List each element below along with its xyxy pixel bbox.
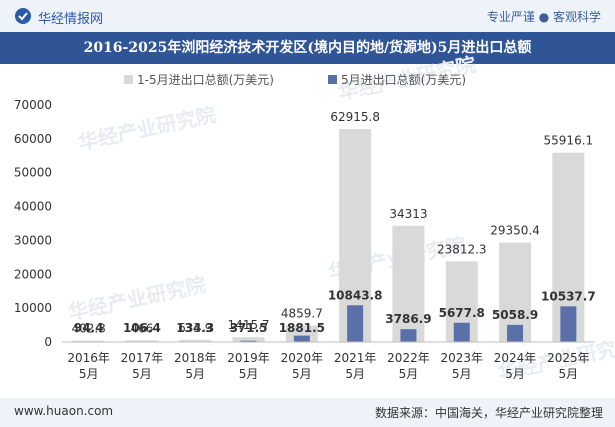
bar-may bbox=[400, 329, 417, 342]
data-label-may: 5677.8 bbox=[439, 306, 485, 320]
x-tick-label-month: 5月 bbox=[239, 367, 259, 381]
data-label-may: 3786.9 bbox=[385, 312, 431, 326]
y-tick-label: 60000 bbox=[14, 132, 52, 146]
x-tick-label-month: 5月 bbox=[505, 367, 525, 381]
data-label-total: 62915.8 bbox=[330, 110, 380, 124]
x-tick-label-month: 5月 bbox=[559, 367, 579, 381]
watermark-text: 华经产业研究院 bbox=[76, 102, 218, 155]
data-source: 数据来源：中国海关，华经产业研究院整理 bbox=[374, 406, 603, 420]
data-label-total: 55916.1 bbox=[544, 134, 594, 148]
bar-total bbox=[392, 225, 425, 342]
x-tick-label-month: 5月 bbox=[132, 367, 152, 381]
x-tick-label-year: 2022年 bbox=[387, 351, 430, 365]
y-tick-label: 20000 bbox=[14, 267, 52, 281]
x-tick-label-month: 5月 bbox=[185, 367, 205, 381]
tagline: 专业严谨 ● 客观科学 bbox=[486, 10, 601, 24]
data-label-total: 1415.7 bbox=[228, 318, 270, 332]
x-tick-label-month: 5月 bbox=[452, 367, 472, 381]
bar-may bbox=[240, 340, 257, 342]
data-label-total: 402.3 bbox=[71, 322, 105, 336]
bar-total bbox=[125, 340, 158, 342]
brand-name: 华经情报网 bbox=[38, 12, 104, 27]
website-link[interactable]: www.huaon.com bbox=[14, 404, 114, 418]
data-label-may: 94.4 bbox=[74, 321, 104, 335]
watermark-text: 华经产业研究院 bbox=[66, 272, 208, 325]
x-tick-label-year: 2018年 bbox=[174, 351, 217, 365]
data-label-may: 1881.5 bbox=[279, 321, 325, 335]
x-tick-label-year: 2021年 bbox=[334, 351, 377, 365]
data-label-may: 5058.9 bbox=[492, 308, 538, 322]
brand-logo-icon bbox=[15, 8, 31, 24]
legend-label-may: 5月进出口总额(万美元) bbox=[341, 73, 466, 87]
bar-total bbox=[72, 340, 105, 342]
y-axis: 0 10000 20000 30000 40000 50000 60000 70000 bbox=[14, 98, 52, 349]
y-tick-label: 70000 bbox=[14, 98, 52, 112]
bar-may bbox=[453, 322, 470, 342]
bar-may bbox=[293, 335, 310, 342]
bar-may bbox=[560, 306, 577, 342]
x-tick-label-year: 2025年 bbox=[547, 351, 590, 365]
x-tick-label-year: 2017年 bbox=[121, 351, 164, 365]
legend-swatch-total bbox=[124, 75, 133, 84]
data-label-may: 371.5 bbox=[230, 321, 268, 335]
bar-total bbox=[179, 339, 212, 342]
x-tick-label-year: 2020年 bbox=[281, 351, 324, 365]
x-tick-label-month: 5月 bbox=[79, 367, 99, 381]
data-label-total: 466 bbox=[130, 321, 153, 335]
chart-legend: 1-5月进出口总额(万美元) 5月进出口总额(万美元) bbox=[124, 73, 466, 87]
data-label-total: 29350.4 bbox=[490, 224, 540, 238]
bars-layer bbox=[72, 128, 585, 342]
bar-total bbox=[232, 337, 265, 342]
legend-swatch-may bbox=[328, 75, 337, 84]
title-bar: 2016-2025年浏阳经济技术开发区(境内目的地/货源地)5月进出口总额 bbox=[0, 32, 615, 64]
y-tick-label: 50000 bbox=[14, 166, 52, 180]
data-label-total: 23812.3 bbox=[437, 242, 487, 256]
bar-may bbox=[347, 305, 364, 342]
data-label-may: 10537.7 bbox=[541, 289, 596, 303]
x-tick-label-year: 2024年 bbox=[494, 351, 537, 365]
legend-label-total: 1-5月进出口总额(万美元) bbox=[137, 73, 274, 87]
data-label-total: 4859.7 bbox=[281, 307, 323, 321]
data-label-may: 106.4 bbox=[123, 321, 161, 335]
x-tick-label-month: 5月 bbox=[399, 367, 419, 381]
data-label-may: 134.3 bbox=[176, 321, 214, 335]
y-tick-label: 0 bbox=[44, 335, 52, 349]
bar-may bbox=[507, 324, 524, 342]
data-label-total: 34313 bbox=[389, 207, 427, 221]
data-label-total: 633.9 bbox=[178, 321, 212, 335]
chart-title: 2016-2025年浏阳经济技术开发区(境内目的地/货源地)5月进出口总额 bbox=[83, 40, 532, 56]
x-tick-label-year: 2023年 bbox=[440, 351, 483, 365]
y-tick-label: 30000 bbox=[14, 233, 52, 247]
y-tick-label: 40000 bbox=[14, 200, 52, 214]
y-tick-label: 10000 bbox=[14, 301, 52, 315]
x-tick-label-year: 2016年 bbox=[67, 351, 110, 365]
top-bar: 华经情报网 专业严谨 ● 客观科学 bbox=[0, 0, 615, 32]
x-tick-label-year: 2019年 bbox=[227, 351, 270, 365]
x-tick-label-month: 5月 bbox=[292, 367, 312, 381]
data-label-may: 10843.8 bbox=[328, 288, 383, 302]
footer-bar: www.huaon.com 数据来源：中国海关，华经产业研究院整理 bbox=[0, 398, 615, 427]
x-axis: 2016年 5月 2017年 5月 2018年 5月 2019年 5月 2020年 5月 2021年… bbox=[62, 341, 595, 381]
x-tick-label-month: 5月 bbox=[345, 367, 365, 381]
